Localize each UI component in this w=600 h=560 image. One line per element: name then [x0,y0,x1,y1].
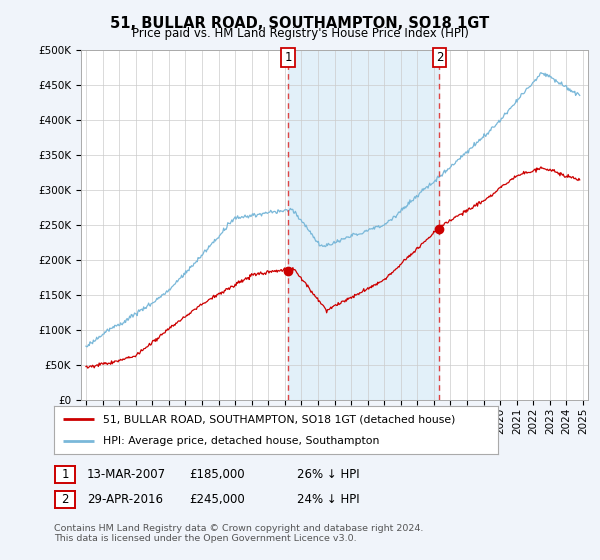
Text: 1: 1 [284,51,292,64]
Text: Price paid vs. HM Land Registry's House Price Index (HPI): Price paid vs. HM Land Registry's House … [131,27,469,40]
Bar [288,50,439,400]
Text: 2: 2 [61,493,69,506]
Text: 51, BULLAR ROAD, SOUTHAMPTON, SO18 1GT (detached house): 51, BULLAR ROAD, SOUTHAMPTON, SO18 1GT (… [103,414,455,424]
Text: 2: 2 [436,51,443,64]
Text: 1: 1 [61,468,69,482]
Text: Contains HM Land Registry data © Crown copyright and database right 2024.
This d: Contains HM Land Registry data © Crown c… [54,524,424,543]
Text: 51, BULLAR ROAD, SOUTHAMPTON, SO18 1GT: 51, BULLAR ROAD, SOUTHAMPTON, SO18 1GT [110,16,490,31]
Text: 26% ↓ HPI: 26% ↓ HPI [297,468,359,482]
Text: £185,000: £185,000 [189,468,245,482]
Text: 13-MAR-2007: 13-MAR-2007 [87,468,166,482]
Text: 24% ↓ HPI: 24% ↓ HPI [297,493,359,506]
Text: HPI: Average price, detached house, Southampton: HPI: Average price, detached house, Sout… [103,436,379,446]
Text: £245,000: £245,000 [189,493,245,506]
Text: 29-APR-2016: 29-APR-2016 [87,493,163,506]
